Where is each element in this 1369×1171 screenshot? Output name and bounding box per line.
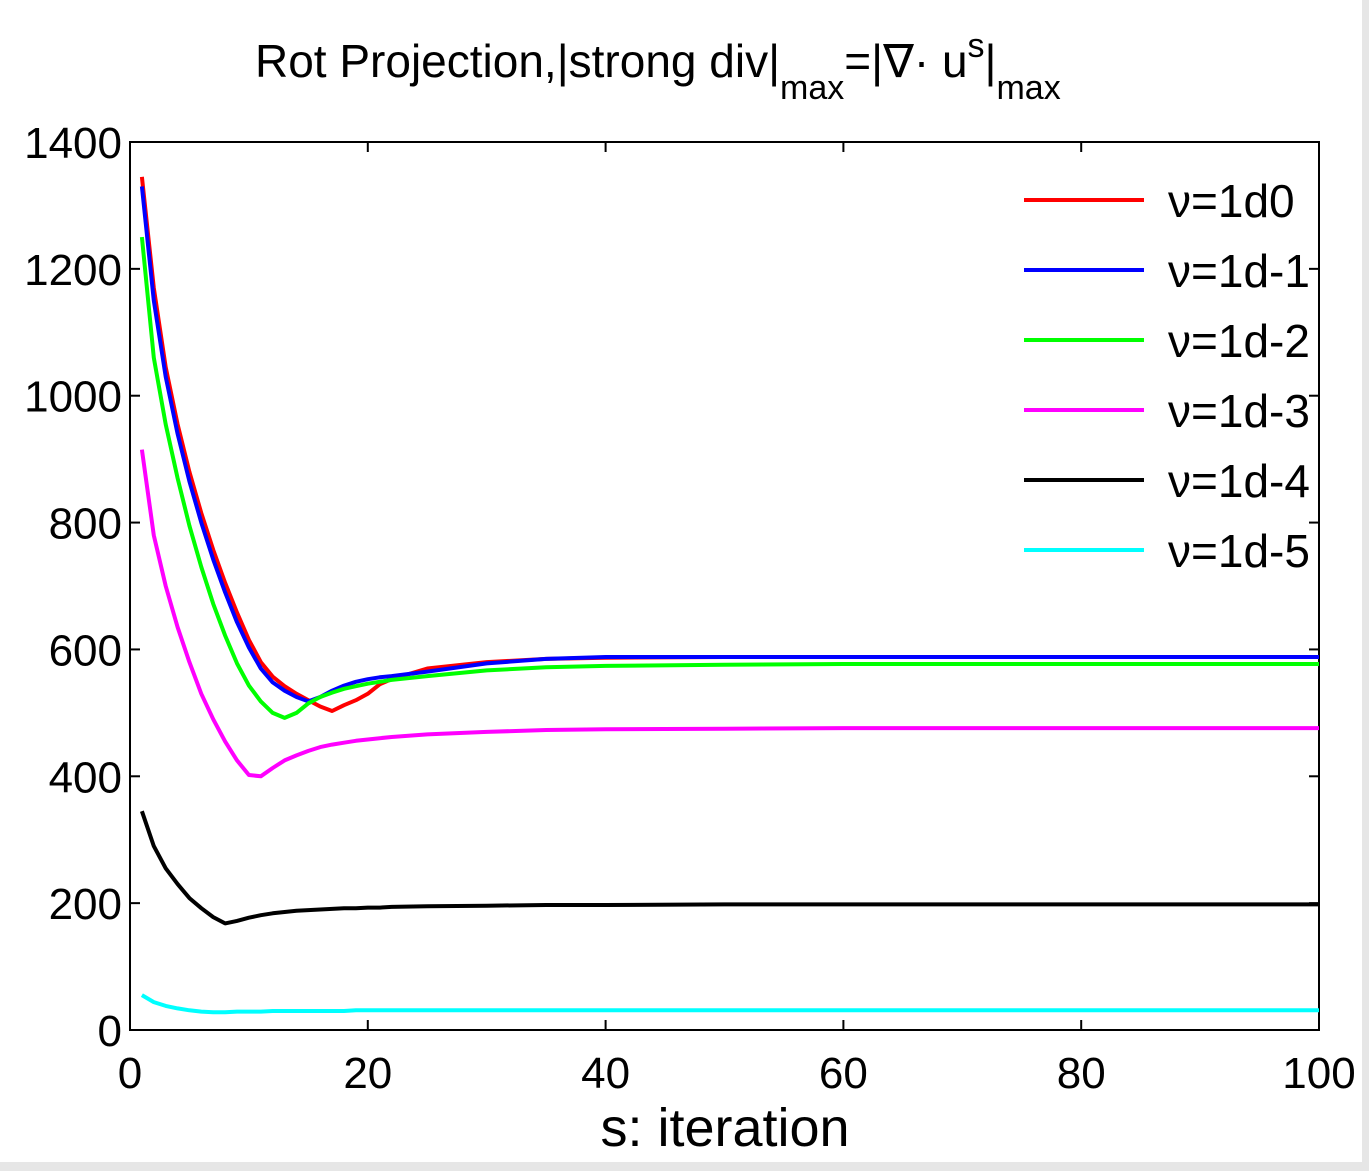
series-line-6: [140, 993, 1319, 1015]
title-mid: =|∇· u: [844, 35, 967, 87]
legend-label-1: ν=1d0: [1168, 175, 1295, 227]
y-tick-label: 1000: [24, 373, 122, 422]
series-line-5: [140, 810, 1319, 926]
x-tick-label: 20: [343, 1049, 392, 1098]
legend-label-4: ν=1d-3: [1168, 385, 1310, 437]
legend-label-2: ν=1d-1: [1168, 245, 1310, 297]
title-sub2: max: [996, 69, 1060, 107]
x-tick-label: 40: [581, 1049, 630, 1098]
title-main: Rot Projection,|strong div|: [255, 35, 780, 87]
chart-title: Rot Projection,|strong div|max=|∇· us|ma…: [255, 27, 1061, 107]
series-lines: [139, 176, 1319, 1015]
series-line-4: [139, 449, 1319, 779]
legend: ν=1d0 ν=1d-1 ν=1d-2 ν=1d-3 ν=1d-4 ν=1d-5: [1024, 175, 1310, 577]
y-tick-label: 200: [49, 880, 122, 929]
y-tick-label: 800: [49, 500, 122, 549]
x-tick-label: 60: [819, 1049, 868, 1098]
x-tick-label: 0: [118, 1049, 142, 1098]
plot-area-frame: [129, 141, 1320, 1031]
legend-label-3: ν=1d-2: [1168, 315, 1310, 367]
title-end: |: [985, 35, 997, 87]
y-tick-label: 1400: [24, 119, 122, 168]
title-sup: s: [968, 27, 985, 65]
series-line-1: [139, 176, 1319, 713]
legend-label-6: ν=1d-5: [1168, 525, 1310, 577]
x-axis-title: s: iteration: [600, 1098, 849, 1158]
title-sub1: max: [780, 69, 844, 107]
y-tick-label: 1200: [24, 246, 122, 295]
legend-label-5: ν=1d-4: [1168, 455, 1310, 507]
y-tick-label: 400: [49, 753, 122, 802]
series-line-3: [139, 236, 1319, 720]
series-line-2: [139, 186, 1319, 704]
x-tick-label: 100: [1282, 1049, 1355, 1098]
y-tick-label: 0: [98, 1007, 122, 1056]
y-tick-label: 600: [49, 626, 122, 675]
x-tick-label: 80: [1057, 1049, 1106, 1098]
